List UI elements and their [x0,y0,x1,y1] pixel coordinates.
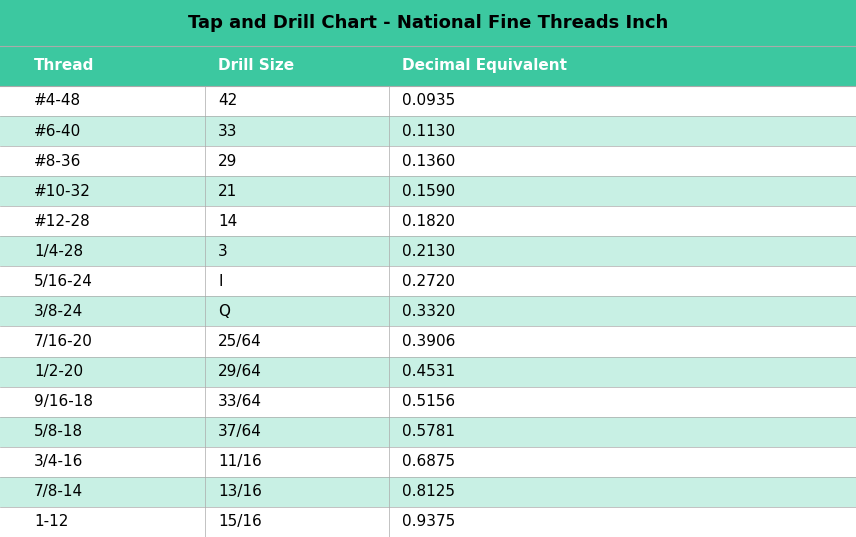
Bar [0,477,856,507]
Text: 0.3906: 0.3906 [402,334,455,349]
Text: Q: Q [218,304,230,319]
Text: 37/64: 37/64 [218,424,262,439]
Text: 0.8125: 0.8125 [402,484,455,499]
Text: Decimal Equivalent: Decimal Equivalent [402,59,568,73]
Text: 7/16-20: 7/16-20 [34,334,93,349]
Text: 0.2720: 0.2720 [402,274,455,289]
Text: 1/2-20: 1/2-20 [34,364,83,379]
Bar [0,417,856,447]
Text: 0.1130: 0.1130 [402,124,455,139]
Text: 3/8-24: 3/8-24 [34,304,84,319]
Text: 0.0935: 0.0935 [402,93,455,108]
Bar [0,146,856,176]
Text: 0.5156: 0.5156 [402,394,455,409]
Text: 0.3320: 0.3320 [402,304,455,319]
Text: 0.1820: 0.1820 [402,214,455,229]
Bar [0,296,856,326]
Text: 0.1360: 0.1360 [402,154,455,169]
Bar [0,447,856,477]
Text: #10-32: #10-32 [34,184,91,199]
Bar [0,206,856,236]
Text: Drill Size: Drill Size [218,59,294,73]
Bar [0,176,856,206]
Text: 42: 42 [218,93,237,108]
Text: I: I [218,274,223,289]
Text: 9/16-18: 9/16-18 [34,394,93,409]
Text: 21: 21 [218,184,237,199]
Text: 13/16: 13/16 [218,484,262,499]
Text: 15/16: 15/16 [218,514,262,529]
Text: #4-48: #4-48 [34,93,81,108]
Text: 0.1590: 0.1590 [402,184,455,199]
Text: 29: 29 [218,154,238,169]
Text: 33: 33 [218,124,238,139]
Text: Tap and Drill Chart - National Fine Threads Inch: Tap and Drill Chart - National Fine Thre… [187,14,669,32]
Text: 3/4-16: 3/4-16 [34,454,84,469]
Bar [0,116,856,146]
Text: 5/16-24: 5/16-24 [34,274,93,289]
Text: 0.4531: 0.4531 [402,364,455,379]
Text: 0.6875: 0.6875 [402,454,455,469]
Bar [0,387,856,417]
Text: 0.2130: 0.2130 [402,244,455,259]
Bar [0,326,856,357]
Text: #8-36: #8-36 [34,154,81,169]
Bar [0,46,856,86]
Text: 1/4-28: 1/4-28 [34,244,83,259]
Text: 11/16: 11/16 [218,454,262,469]
Bar [0,507,856,537]
Bar [0,266,856,296]
Bar [0,236,856,266]
Text: Thread: Thread [34,59,95,73]
Bar [0,357,856,387]
Text: 7/8-14: 7/8-14 [34,484,83,499]
Text: 29/64: 29/64 [218,364,262,379]
Text: 14: 14 [218,214,237,229]
Text: 33/64: 33/64 [218,394,262,409]
Text: 0.9375: 0.9375 [402,514,455,529]
Text: #6-40: #6-40 [34,124,81,139]
Text: 5/8-18: 5/8-18 [34,424,83,439]
Text: 25/64: 25/64 [218,334,262,349]
Text: 1-12: 1-12 [34,514,68,529]
Bar [0,86,856,116]
Text: 3: 3 [218,244,228,259]
Text: 0.5781: 0.5781 [402,424,455,439]
Text: #12-28: #12-28 [34,214,91,229]
